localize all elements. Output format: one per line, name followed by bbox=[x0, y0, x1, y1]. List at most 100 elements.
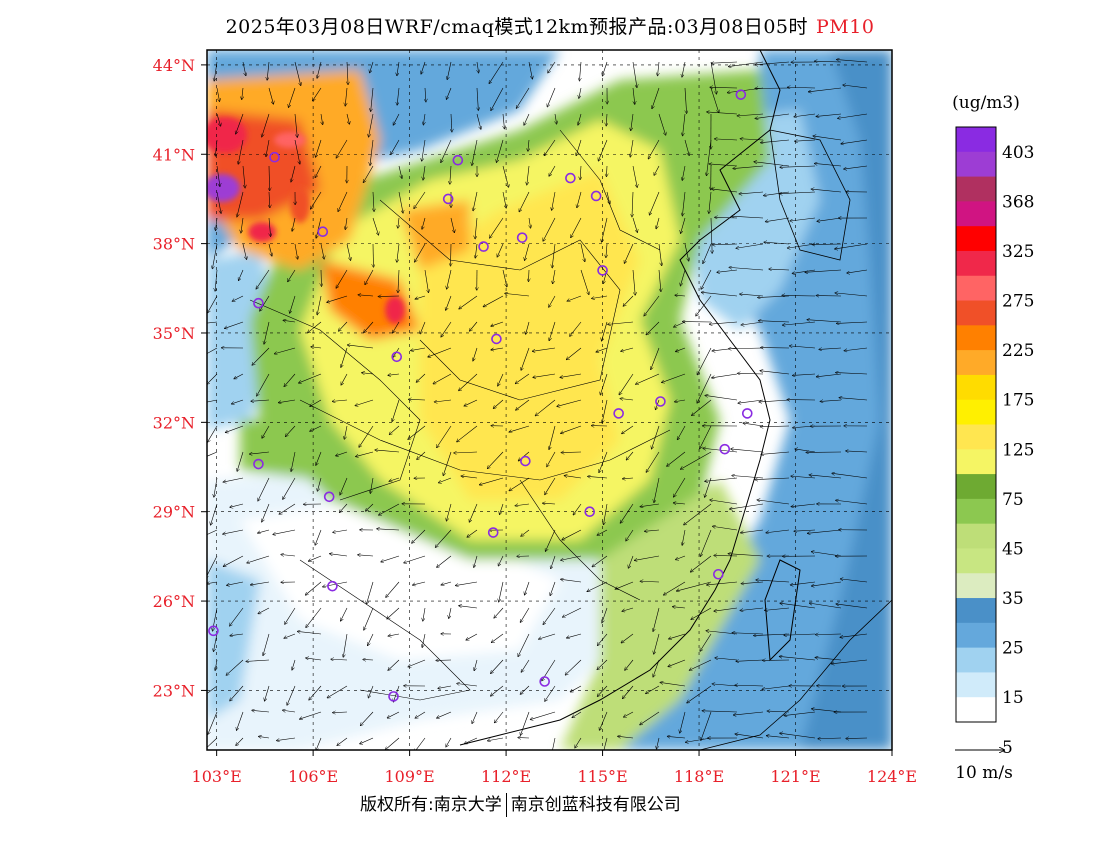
wind-arrow bbox=[346, 113, 349, 124]
wind-arrow bbox=[544, 139, 556, 156]
wind-arrow bbox=[490, 217, 504, 238]
wind-arrow bbox=[470, 321, 478, 331]
wind-arrow bbox=[701, 711, 712, 740]
wind-arrow bbox=[765, 217, 790, 222]
wind-arrow bbox=[256, 269, 270, 289]
wind-arrow bbox=[450, 165, 451, 184]
wind-arrow bbox=[305, 581, 322, 595]
wind-arrow bbox=[232, 399, 244, 404]
wind-arrow bbox=[320, 243, 324, 259]
wind-arrow bbox=[691, 555, 712, 572]
wind-arrow bbox=[673, 503, 686, 504]
wind-arrow bbox=[843, 85, 868, 89]
wind-arrow bbox=[472, 139, 478, 165]
wind-arrow bbox=[234, 373, 244, 379]
wind-arrow bbox=[705, 477, 738, 481]
wind-arrow bbox=[717, 269, 738, 272]
legend-label: 225 bbox=[1002, 341, 1034, 361]
wind-arrow bbox=[294, 61, 301, 85]
wind-arrow bbox=[548, 61, 556, 73]
wind-arrow bbox=[368, 685, 374, 698]
legend-swatch bbox=[956, 275, 996, 302]
wind-arrow bbox=[509, 425, 530, 432]
wind-arrow bbox=[632, 217, 637, 232]
wind-arrow bbox=[341, 373, 348, 385]
title-text: 2025年03月08日WRF/cmaq模式12km预报产品:03月08日05时 bbox=[225, 16, 808, 38]
wind-arrow bbox=[422, 139, 426, 161]
wind-arrow bbox=[317, 61, 322, 78]
wind-arrow bbox=[838, 113, 868, 118]
wind-arrow bbox=[336, 451, 348, 456]
wind-arrow bbox=[600, 373, 608, 395]
wind-arrow bbox=[560, 373, 582, 377]
wind-arrow bbox=[840, 579, 868, 583]
wind-arrow bbox=[697, 347, 712, 375]
wind-arrow bbox=[667, 451, 686, 466]
wind-arrow bbox=[741, 529, 764, 533]
wind-arrow bbox=[294, 243, 298, 259]
wind-arrow bbox=[208, 295, 218, 313]
wind-arrow bbox=[597, 685, 608, 696]
wind-arrow bbox=[459, 606, 478, 609]
wind-arrow bbox=[488, 737, 504, 741]
wind-arrow bbox=[780, 603, 816, 609]
wind-arrow bbox=[283, 477, 296, 499]
lon-label: 103°E bbox=[192, 767, 242, 786]
wind-arrow bbox=[633, 87, 635, 104]
wind-arrow bbox=[790, 217, 816, 221]
wind-arrow bbox=[545, 529, 556, 551]
wind-arrow bbox=[497, 243, 504, 257]
lat-label: 41°N bbox=[153, 145, 195, 164]
wind-arrow bbox=[680, 711, 686, 733]
wind-arrow bbox=[389, 477, 400, 481]
wind-arrow bbox=[223, 529, 244, 534]
wind-arrow bbox=[364, 607, 374, 630]
wind-arrow bbox=[265, 685, 270, 701]
wind-arrow bbox=[496, 139, 504, 162]
wind-arrow bbox=[416, 373, 426, 382]
wind-arrow bbox=[599, 451, 608, 472]
wind-arrow bbox=[755, 61, 790, 65]
wind-arrow bbox=[846, 738, 868, 739]
city-marker bbox=[491, 333, 502, 345]
wind-arrow bbox=[621, 347, 634, 351]
wind-arrow bbox=[615, 581, 634, 589]
lon-label: 109°E bbox=[384, 767, 434, 786]
wind-arrow bbox=[761, 139, 790, 143]
city-marker bbox=[741, 408, 753, 419]
legend-label: 275 bbox=[1002, 292, 1034, 312]
wind-arrow bbox=[236, 113, 244, 134]
city-marker bbox=[713, 568, 724, 580]
wind-arrow bbox=[597, 633, 608, 645]
wind-arrow bbox=[765, 607, 790, 610]
wind-arrow bbox=[705, 395, 738, 401]
wind-arrow bbox=[660, 682, 686, 687]
wind-arrow bbox=[622, 607, 634, 611]
wind-arrow bbox=[550, 581, 556, 595]
city-marker bbox=[655, 396, 666, 407]
wind-arrow bbox=[520, 685, 530, 694]
lat-label: 29°N bbox=[153, 503, 195, 522]
city-marker bbox=[253, 297, 264, 309]
wind-arrow bbox=[232, 295, 244, 301]
wind-arrow bbox=[816, 113, 842, 116]
wind-arrow bbox=[766, 529, 790, 533]
wind-arrow bbox=[783, 321, 816, 325]
lon-label: 115°E bbox=[577, 767, 627, 786]
wind-arrow bbox=[640, 503, 660, 507]
wind-arrow bbox=[216, 191, 221, 213]
city-marker bbox=[208, 625, 219, 637]
wind-arrow bbox=[652, 425, 660, 449]
legend-swatch bbox=[956, 647, 996, 673]
wind-arrow bbox=[288, 87, 296, 107]
wind-arrow bbox=[729, 348, 764, 349]
wind-arrow bbox=[207, 685, 218, 696]
wind-arrow bbox=[598, 139, 608, 161]
wind-arrow bbox=[262, 113, 270, 137]
wind-arrow bbox=[241, 217, 244, 233]
city-marker bbox=[516, 232, 528, 243]
legend-border bbox=[955, 126, 997, 723]
wind-arrow bbox=[373, 191, 374, 211]
wind-arrow bbox=[211, 503, 218, 525]
wind-arrow bbox=[388, 633, 400, 636]
